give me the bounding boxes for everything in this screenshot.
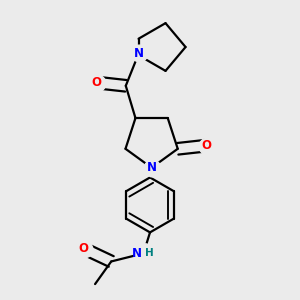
Text: N: N <box>147 161 157 174</box>
Text: O: O <box>79 242 89 255</box>
Text: H: H <box>145 248 154 258</box>
Text: N: N <box>132 247 142 260</box>
Text: N: N <box>134 47 144 60</box>
Text: O: O <box>92 76 102 89</box>
Text: O: O <box>202 139 212 152</box>
